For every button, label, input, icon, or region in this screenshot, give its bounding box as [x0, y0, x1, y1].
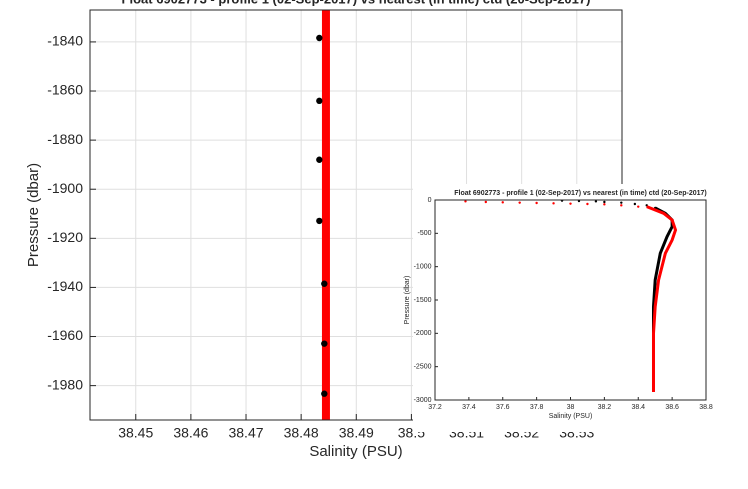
data-point: [484, 200, 488, 204]
x-tick-label: 38.47: [228, 425, 263, 441]
x-axis-label: Salinity (PSU): [549, 413, 593, 420]
data-point: [586, 202, 589, 206]
data-point: [594, 200, 598, 203]
y-tick-label: -2000: [414, 330, 432, 337]
data-point: [501, 201, 504, 204]
data-point: [620, 204, 623, 207]
data-point: [321, 390, 328, 397]
data-point: [316, 156, 323, 163]
data-point: [603, 203, 606, 206]
x-axis-label: Salinity (PSU): [309, 443, 402, 460]
y-tick-label: -1860: [47, 82, 83, 98]
x-tick-label: 37.8: [530, 404, 544, 411]
x-tick-label: 38.6: [665, 404, 679, 411]
y-tick-label: -1500: [414, 297, 432, 304]
x-tick-label: 37.2: [428, 404, 442, 411]
data-point: [316, 34, 323, 42]
x-tick-label: 38: [567, 404, 575, 411]
y-tick-label: -1920: [47, 229, 83, 245]
y-tick-label: -1980: [47, 376, 83, 392]
data-point: [321, 340, 328, 347]
y-tick-label: 0: [428, 197, 432, 204]
data-point: [633, 202, 637, 206]
x-tick-label: 37.6: [496, 404, 510, 411]
data-point: [464, 200, 467, 203]
profile-line: [646, 205, 678, 392]
y-tick-label: -1880: [47, 131, 83, 147]
data-point: [620, 201, 623, 204]
x-tick-label: 38.45: [118, 425, 153, 441]
data-point: [552, 202, 555, 205]
data-point: [535, 201, 538, 205]
data-point: [518, 201, 521, 204]
data-point: [603, 200, 606, 204]
axes-box: [434, 199, 707, 401]
x-tick-label: 38.46: [173, 425, 208, 441]
chart-title: Float 6902773 - profile 1 (02-Sep-2017) …: [454, 190, 707, 197]
y-tick-label: -1960: [47, 327, 83, 343]
x-tick-label: 38.2: [598, 404, 612, 411]
y-tick-label: -1000: [414, 264, 432, 271]
y-axis-label: Pressure (dbar): [404, 276, 411, 325]
x-tick-label: 38.48: [284, 425, 319, 441]
y-axis-label: Pressure (dbar): [25, 163, 42, 267]
x-tick-label: 38.8: [699, 404, 713, 411]
y-tick-label: -500: [417, 230, 431, 237]
data-point: [321, 280, 328, 287]
y-tick-label: -1940: [47, 278, 83, 294]
x-tick-label: 37.4: [462, 404, 476, 411]
y-tick-label: -3000: [414, 397, 432, 404]
y-tick-label: -2500: [414, 364, 432, 371]
data-point: [637, 205, 640, 208]
plot-area: [435, 200, 706, 400]
y-tick-label: -1840: [47, 33, 83, 49]
x-tick-label: 38.49: [339, 425, 374, 441]
data-point: [569, 202, 572, 205]
data-point: [316, 217, 323, 225]
data-point: [316, 97, 323, 105]
chart-title: Float 6902773 - profile 1 (02-Sep-2017) …: [122, 0, 591, 6]
y-tick-label: -1900: [47, 180, 83, 196]
x-tick-label: 38.4: [631, 404, 645, 411]
